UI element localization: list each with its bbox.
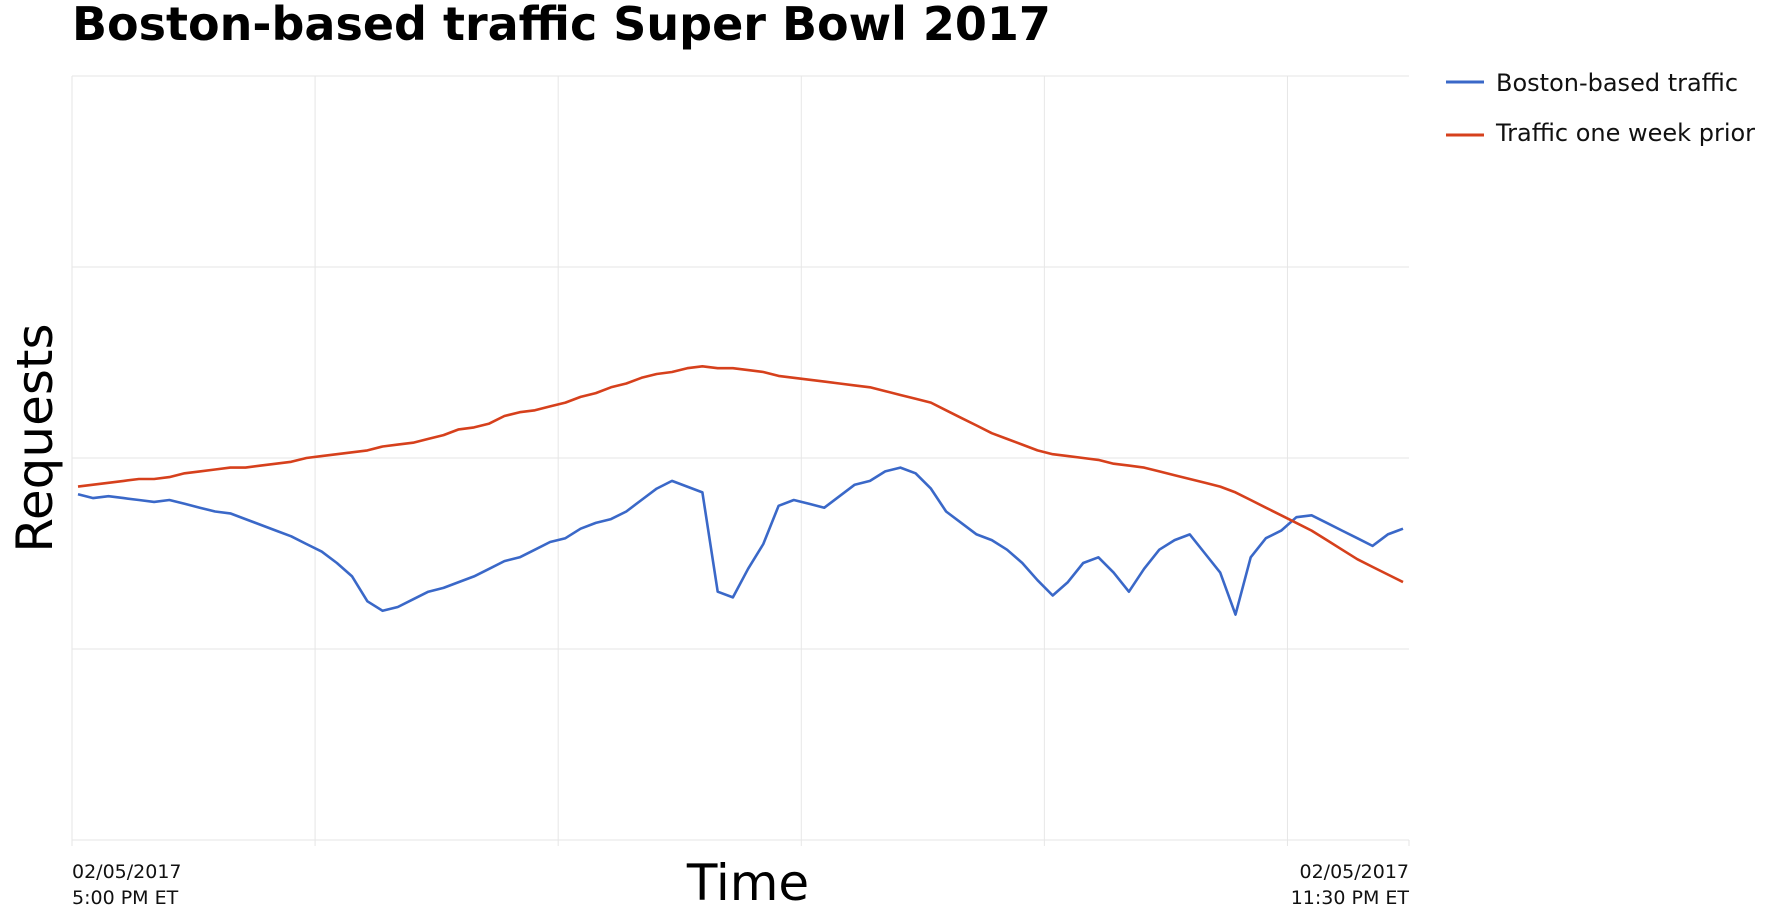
x-tick-label-start-date: 02/05/2017 [72,861,182,883]
x-tick-label-end-date: 02/05/2017 [1299,861,1409,883]
series-line-boston [77,466,1404,616]
x-tick-label-start-time: 5:00 PM ET [72,887,179,909]
series-lines [77,364,1404,616]
x-tick-label-end-time: 11:30 PM ET [1291,887,1410,909]
legend-label-prior-week: Traffic one week prior [1495,119,1755,147]
x-axis-label: Time [686,854,809,912]
chart-title: Boston-based traffic Super Bowl 2017 [72,0,1051,51]
legend: Boston-based traffic Traffic one week pr… [1446,69,1755,147]
y-axis-label: Requests [6,323,64,552]
series-line-prior-week [77,364,1404,584]
legend-label-boston: Boston-based traffic [1496,69,1738,97]
gridlines [71,75,1410,846]
